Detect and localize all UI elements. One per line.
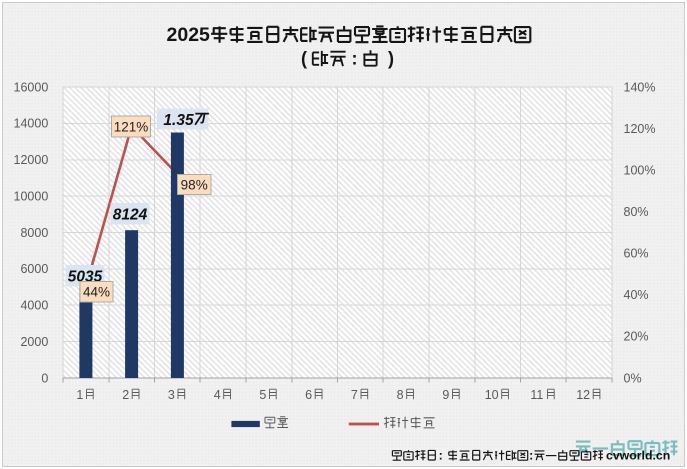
svg-text:): ) <box>388 49 394 69</box>
svg-text:14000: 14000 <box>14 117 49 131</box>
svg-text:9: 9 <box>442 388 449 402</box>
svg-text:121%: 121% <box>114 119 149 134</box>
svg-text::: : <box>352 49 358 69</box>
svg-text:4000: 4000 <box>20 299 48 313</box>
svg-text::: : <box>439 448 443 462</box>
svg-text:10: 10 <box>485 388 499 402</box>
svg-text:120%: 120% <box>624 122 656 136</box>
svg-text:98%: 98% <box>181 177 208 192</box>
svg-text:6000: 6000 <box>20 262 48 276</box>
svg-text:12000: 12000 <box>14 153 49 167</box>
svg-text:20%: 20% <box>624 330 649 344</box>
svg-text:11: 11 <box>530 388 543 402</box>
svg-text:140%: 140% <box>624 80 656 94</box>
svg-text:0%: 0% <box>624 371 642 385</box>
svg-text:10000: 10000 <box>14 189 49 203</box>
svg-text:5: 5 <box>259 388 266 402</box>
svg-text:7: 7 <box>351 388 358 402</box>
svg-text:2000: 2000 <box>20 335 48 349</box>
svg-text::: : <box>529 448 533 462</box>
svg-text:0: 0 <box>41 371 48 385</box>
svg-text:8: 8 <box>397 388 404 402</box>
svg-text:3: 3 <box>168 388 175 402</box>
svg-text:6: 6 <box>305 388 312 402</box>
svg-text:8124: 8124 <box>113 207 148 224</box>
svg-text:(: ( <box>301 49 307 69</box>
svg-text:1: 1 <box>76 388 83 402</box>
svg-text:4: 4 <box>214 388 221 402</box>
svg-text:80%: 80% <box>624 205 649 219</box>
svg-text:40%: 40% <box>624 288 649 302</box>
svg-text:cvworld.cn: cvworld.cn <box>606 448 670 462</box>
svg-text:8000: 8000 <box>20 226 48 240</box>
svg-text:100%: 100% <box>624 163 656 177</box>
svg-text:2: 2 <box>122 388 129 402</box>
svg-text:60%: 60% <box>624 247 649 261</box>
svg-text:16000: 16000 <box>14 80 49 94</box>
svg-text:12: 12 <box>576 388 590 402</box>
svg-text:2025: 2025 <box>167 24 211 46</box>
svg-text:1.35: 1.35 <box>163 112 194 129</box>
svg-text:44%: 44% <box>83 285 110 300</box>
